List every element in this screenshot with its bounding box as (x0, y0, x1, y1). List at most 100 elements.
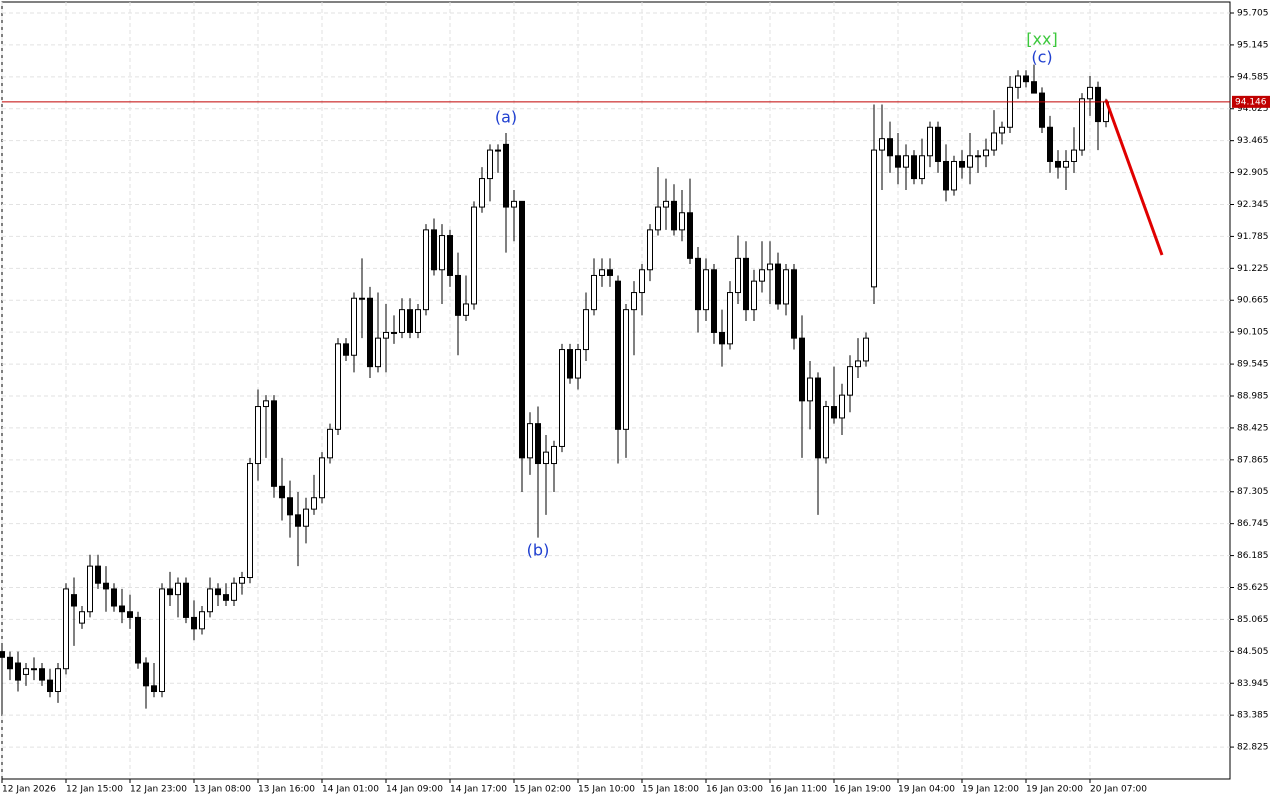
candle-body (247, 463, 253, 579)
y-tick-label: 85.625 (1237, 583, 1269, 593)
candle-body (535, 423, 541, 465)
candle-body (1079, 98, 1085, 151)
y-tick-label: 90.665 (1237, 296, 1269, 306)
candle-body (807, 377, 813, 402)
candle-body (743, 257, 749, 311)
candle-body (63, 588, 69, 670)
x-tick-label: 13 Jan 16:00 (258, 785, 315, 795)
y-tick-label: 92.345 (1237, 200, 1269, 210)
candle-body (119, 605, 125, 613)
candle-body (487, 149, 493, 180)
y-tick-label: 95.705 (1237, 8, 1269, 18)
candle-body (335, 343, 341, 430)
candle-body (439, 235, 445, 271)
candle-body (463, 303, 469, 316)
candle-body (295, 514, 301, 527)
candle-body (839, 394, 845, 419)
candle-body (591, 274, 597, 311)
candle-body (847, 366, 853, 396)
x-tick-label: 14 Jan 09:00 (386, 785, 443, 795)
candle-body (215, 588, 221, 596)
candle-body (943, 160, 949, 191)
y-tick-label: 84.505 (1237, 647, 1269, 657)
y-tick-label: 89.545 (1237, 360, 1269, 370)
candle-body (287, 497, 293, 516)
candle-body (175, 582, 181, 596)
x-tick-label: 12 Jan 2026 (2, 785, 56, 795)
y-tick-label: 86.745 (1237, 519, 1269, 529)
candle-body (423, 229, 429, 311)
candle-body (991, 132, 997, 151)
candle-body (927, 126, 933, 157)
candle-body (431, 229, 437, 271)
candle-body (183, 582, 189, 618)
candle-body (351, 297, 357, 356)
candle-body (31, 668, 37, 671)
candle-body (671, 200, 677, 231)
candle-body (959, 160, 965, 168)
candle-body (975, 155, 981, 158)
candle-body (327, 428, 333, 459)
candle-body (239, 577, 245, 584)
candle-body (823, 406, 829, 459)
candle-body (375, 337, 381, 368)
candle-body (1047, 126, 1053, 162)
candle-body (831, 406, 837, 419)
candle-body (759, 269, 765, 282)
candle-body (551, 445, 557, 465)
candle-body (167, 588, 173, 596)
candle-body (383, 331, 389, 339)
candle-body (127, 611, 133, 618)
wave-label: (b) (527, 541, 550, 560)
candle-body (151, 685, 157, 693)
y-tick-label: 95.145 (1237, 40, 1269, 50)
x-tick-label: 12 Jan 23:00 (130, 785, 187, 795)
y-tick-label: 88.425 (1237, 423, 1269, 433)
x-tick-label: 12 Jan 15:00 (66, 785, 123, 795)
candle-body (583, 309, 589, 351)
candle-body (559, 349, 565, 447)
x-tick-label: 19 Jan 04:00 (898, 785, 955, 795)
x-tick-label: 16 Jan 19:00 (834, 785, 891, 795)
candle-body (783, 269, 789, 305)
candle-body (143, 662, 149, 687)
candle-body (599, 269, 605, 276)
candle-body (455, 274, 461, 316)
candle-body (39, 668, 45, 681)
wave-label: (a) (495, 108, 517, 127)
forecast-arrow (1104, 99, 1164, 256)
candle-body (607, 269, 613, 276)
candle-body (231, 582, 237, 601)
candle-body (1031, 81, 1037, 94)
candle-body (159, 588, 165, 693)
candle-body (791, 269, 797, 339)
candle-body (799, 337, 805, 402)
candle-body (207, 588, 213, 613)
y-tick-label: 82.825 (1237, 743, 1269, 753)
y-tick-label: 83.385 (1237, 711, 1269, 721)
candle-body (615, 280, 621, 430)
candle-body (527, 423, 533, 459)
candle-body (999, 126, 1005, 134)
candle-body (911, 155, 917, 180)
candle-body (359, 297, 365, 300)
candle-body (303, 508, 309, 527)
candle-body (255, 406, 261, 465)
y-tick-label: 85.065 (1237, 615, 1269, 625)
candle-body (719, 331, 725, 345)
y-tick-label: 88.985 (1237, 391, 1269, 401)
candle-body (631, 292, 637, 311)
candle-body (703, 269, 709, 311)
candle-body (887, 138, 893, 157)
candle-body (1055, 160, 1061, 168)
candle-body (1023, 75, 1029, 83)
candle-body (711, 269, 717, 333)
candle-body (623, 309, 629, 430)
candle-body (695, 257, 701, 311)
candle-body (415, 309, 421, 333)
candle-body (879, 138, 885, 151)
candle-body (735, 257, 741, 294)
y-tick-label: 87.305 (1237, 487, 1269, 497)
candle-body (1007, 86, 1013, 128)
candle-body (15, 662, 21, 681)
